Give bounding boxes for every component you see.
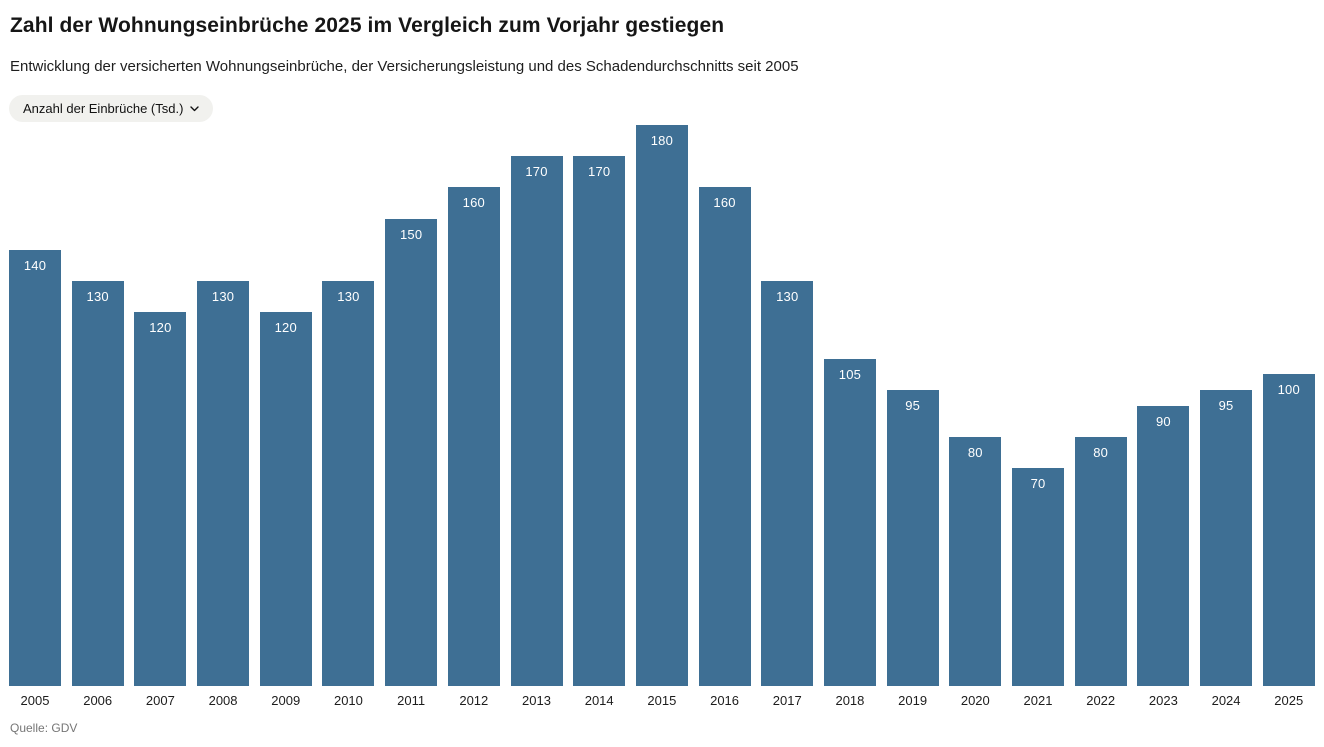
- bar-2020[interactable]: 80: [949, 436, 1002, 686]
- bar-2017[interactable]: 130: [761, 280, 814, 686]
- bar-value-label: 120: [149, 320, 172, 335]
- x-axis-label-2019: 2019: [898, 693, 928, 708]
- bar-2022[interactable]: 80: [1074, 436, 1127, 686]
- metric-selector-dropdown[interactable]: Anzahl der Einbrüche (Tsd.): [9, 95, 214, 122]
- bar-value-label: 120: [274, 320, 297, 335]
- bar-column-2007: 120: [134, 125, 187, 686]
- bar-column-2024: 95: [1200, 125, 1253, 686]
- x-axis-label-2007: 2007: [145, 693, 175, 708]
- bar-column-2013: 170: [510, 125, 563, 686]
- bar-chart: 140 130 120 130 120 130 150 160 170 170 180 160 130 1…: [9, 125, 1315, 708]
- bar-value-label: 95: [905, 397, 921, 413]
- bar-2018[interactable]: 105: [823, 358, 876, 686]
- bar-2016[interactable]: 160: [698, 187, 751, 686]
- x-axis-label-2005: 2005: [20, 693, 50, 708]
- bar-column-2016: 160: [698, 125, 751, 686]
- x-axis-label-2011: 2011: [397, 693, 426, 708]
- bar-column-2021: 70: [1012, 125, 1064, 686]
- bar-2005[interactable]: 140: [9, 249, 61, 686]
- bar-column-2008: 130: [197, 125, 250, 686]
- bar-column-2012: 160: [447, 125, 500, 686]
- metric-selector-label: Anzahl der Einbrüche (Tsd.): [23, 101, 184, 116]
- bar-value-label: 70: [1030, 475, 1046, 491]
- x-axis-label-2024: 2024: [1211, 693, 1241, 708]
- bar-value-label: 160: [713, 195, 736, 211]
- x-axis-label-2025: 2025: [1274, 693, 1304, 708]
- bar-2014[interactable]: 170: [573, 156, 626, 686]
- x-axis-label-2016: 2016: [710, 693, 740, 708]
- x-axis-label-2018: 2018: [835, 693, 865, 708]
- bar-2024[interactable]: 95: [1200, 389, 1253, 686]
- bar-value-label: 130: [776, 288, 799, 304]
- bar-value-label: 130: [211, 288, 235, 304]
- bar-2006[interactable]: 130: [71, 280, 124, 686]
- bar-2008[interactable]: 130: [197, 280, 250, 686]
- x-axis: 2005 2006 2007 2008 2009 2010 2011 2012 2013 2014…: [9, 693, 1315, 708]
- bar-column-2010: 130: [322, 125, 375, 686]
- bar-2019[interactable]: 95: [886, 389, 939, 686]
- bar-value-label: 100: [1277, 382, 1300, 398]
- x-axis-label-2023: 2023: [1148, 693, 1178, 708]
- bar-column-2011: 150: [385, 125, 438, 686]
- x-axis-label-2020: 2020: [960, 693, 990, 708]
- bar-value-label: 150: [399, 226, 423, 242]
- bar-column-2009: 120: [259, 125, 312, 686]
- bar-column-2005: 140: [9, 125, 61, 686]
- bar-2007[interactable]: 120: [134, 312, 187, 686]
- bars-container: 140 130 120 130 120 130 150 160 170 170 180 160 130 1…: [9, 125, 1315, 686]
- bar-2025[interactable]: 100: [1262, 374, 1315, 686]
- bar-column-2014: 170: [573, 125, 626, 686]
- x-axis-label-2013: 2013: [522, 693, 551, 708]
- x-axis-label-2006: 2006: [83, 693, 113, 708]
- bar-2015[interactable]: 180: [635, 125, 688, 686]
- chevron-down-icon: [190, 105, 200, 112]
- bar-value-label: 170: [525, 164, 548, 180]
- bar-value-label: 80: [967, 444, 983, 460]
- page-title: Zahl der Wohnungseinbrüche 2025 im Vergl…: [10, 14, 725, 37]
- bar-column-2006: 130: [71, 125, 124, 686]
- bar-column-2015: 180: [635, 125, 688, 686]
- bar-value-label: 130: [337, 288, 360, 304]
- bar-2013[interactable]: 170: [510, 156, 563, 686]
- bar-value-label: 80: [1093, 444, 1109, 460]
- bar-2011[interactable]: 150: [385, 218, 438, 686]
- x-axis-label-2022: 2022: [1086, 693, 1116, 708]
- x-axis-label-2021: 2021: [1023, 693, 1053, 708]
- bar-column-2025: 100: [1262, 125, 1315, 686]
- bar-column-2023: 90: [1137, 125, 1190, 686]
- x-axis-label-2017: 2017: [772, 693, 802, 708]
- bar-value-label: 105: [838, 366, 862, 382]
- bar-column-2022: 80: [1074, 125, 1127, 686]
- page-subtitle: Entwicklung der versicherten Wohnungsein…: [10, 58, 799, 75]
- bar-value-label: 160: [462, 195, 485, 211]
- bar-value-label: 180: [650, 133, 674, 148]
- bar-value-label: 90: [1155, 413, 1171, 429]
- bar-column-2018: 105: [823, 125, 876, 686]
- bar-2012[interactable]: 160: [447, 187, 500, 686]
- bar-2009[interactable]: 120: [259, 312, 312, 686]
- bar-column-2019: 95: [886, 125, 939, 686]
- bar-value-label: 140: [23, 257, 47, 273]
- bar-2023[interactable]: 90: [1137, 405, 1190, 686]
- x-axis-label-2015: 2015: [647, 693, 677, 708]
- bar-column-2020: 80: [949, 125, 1002, 686]
- bar-2021[interactable]: 70: [1012, 467, 1064, 686]
- bar-value-label: 130: [86, 288, 109, 304]
- x-axis-label-2008: 2008: [208, 693, 238, 708]
- bar-value-label: 95: [1218, 397, 1234, 413]
- x-axis-label-2014: 2014: [584, 693, 614, 708]
- bar-value-label: 170: [588, 164, 611, 180]
- x-axis-label-2009: 2009: [271, 693, 301, 708]
- source-note: Quelle: GDV: [10, 721, 78, 735]
- bar-column-2017: 130: [761, 125, 814, 686]
- x-axis-label-2012: 2012: [459, 693, 489, 708]
- chart-controls: Anzahl der Einbrüche (Tsd.): [9, 95, 1315, 122]
- x-axis-label-2010: 2010: [333, 693, 363, 708]
- bar-2010[interactable]: 130: [322, 280, 375, 686]
